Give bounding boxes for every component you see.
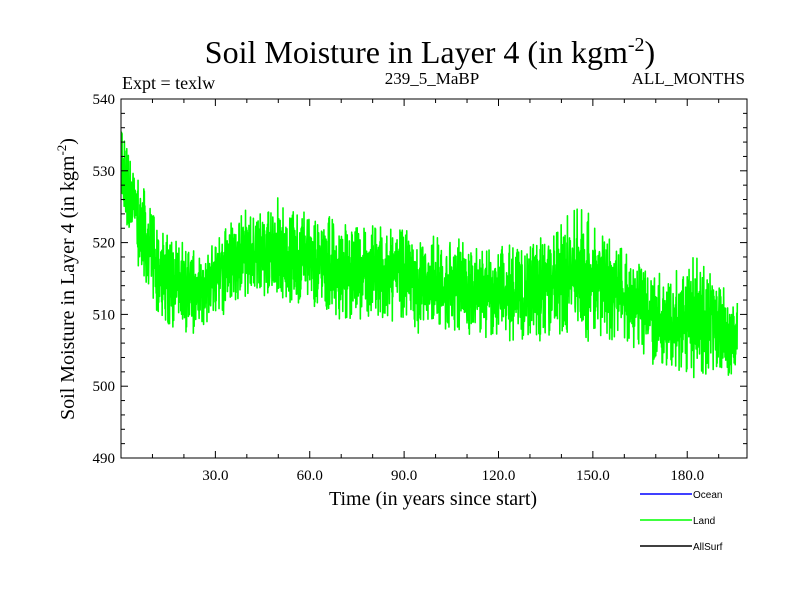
chart-title: Soil Moisture in Layer 4 (in kgm-2) xyxy=(205,34,655,70)
y-tick-label: 510 xyxy=(93,307,116,323)
plot-frame xyxy=(120,98,748,459)
legend: Ocean Land AllSurf xyxy=(640,490,723,553)
y-axis: 490 500 510 520 530 540 xyxy=(93,92,747,467)
x-axis-label: Time (in years since start) xyxy=(329,488,537,510)
legend-label-allsurf: AllSurf xyxy=(693,542,723,553)
x-tick-label: 90.0 xyxy=(391,468,417,484)
x-tick-label: 150.0 xyxy=(576,468,610,484)
x-axis: 30.0 60.0 90.0 120.0 150.0 180.0 xyxy=(151,99,720,484)
x-tick-label: 60.0 xyxy=(297,468,323,484)
y-tick-label: 530 xyxy=(93,164,116,180)
y-tick-label: 520 xyxy=(93,236,116,252)
land-series-line xyxy=(121,131,739,379)
y-tick-label: 500 xyxy=(93,379,116,395)
x-tick-label: 180.0 xyxy=(670,468,704,484)
subtitle-months: ALL_MONTHS xyxy=(632,69,745,88)
legend-label-land: Land xyxy=(693,516,715,527)
subtitle-experiment: Expt = texlw xyxy=(122,73,215,93)
subtitle-period: 239_5_MaBP xyxy=(385,69,479,88)
y-tick-label: 540 xyxy=(93,92,116,108)
y-axis-label: Soil Moisture in Layer 4 (in kgm-2) xyxy=(54,138,79,420)
y-tick-label: 490 xyxy=(93,451,116,467)
legend-label-ocean: Ocean xyxy=(693,490,722,501)
x-tick-label: 30.0 xyxy=(202,468,228,484)
x-tick-label: 120.0 xyxy=(482,468,516,484)
